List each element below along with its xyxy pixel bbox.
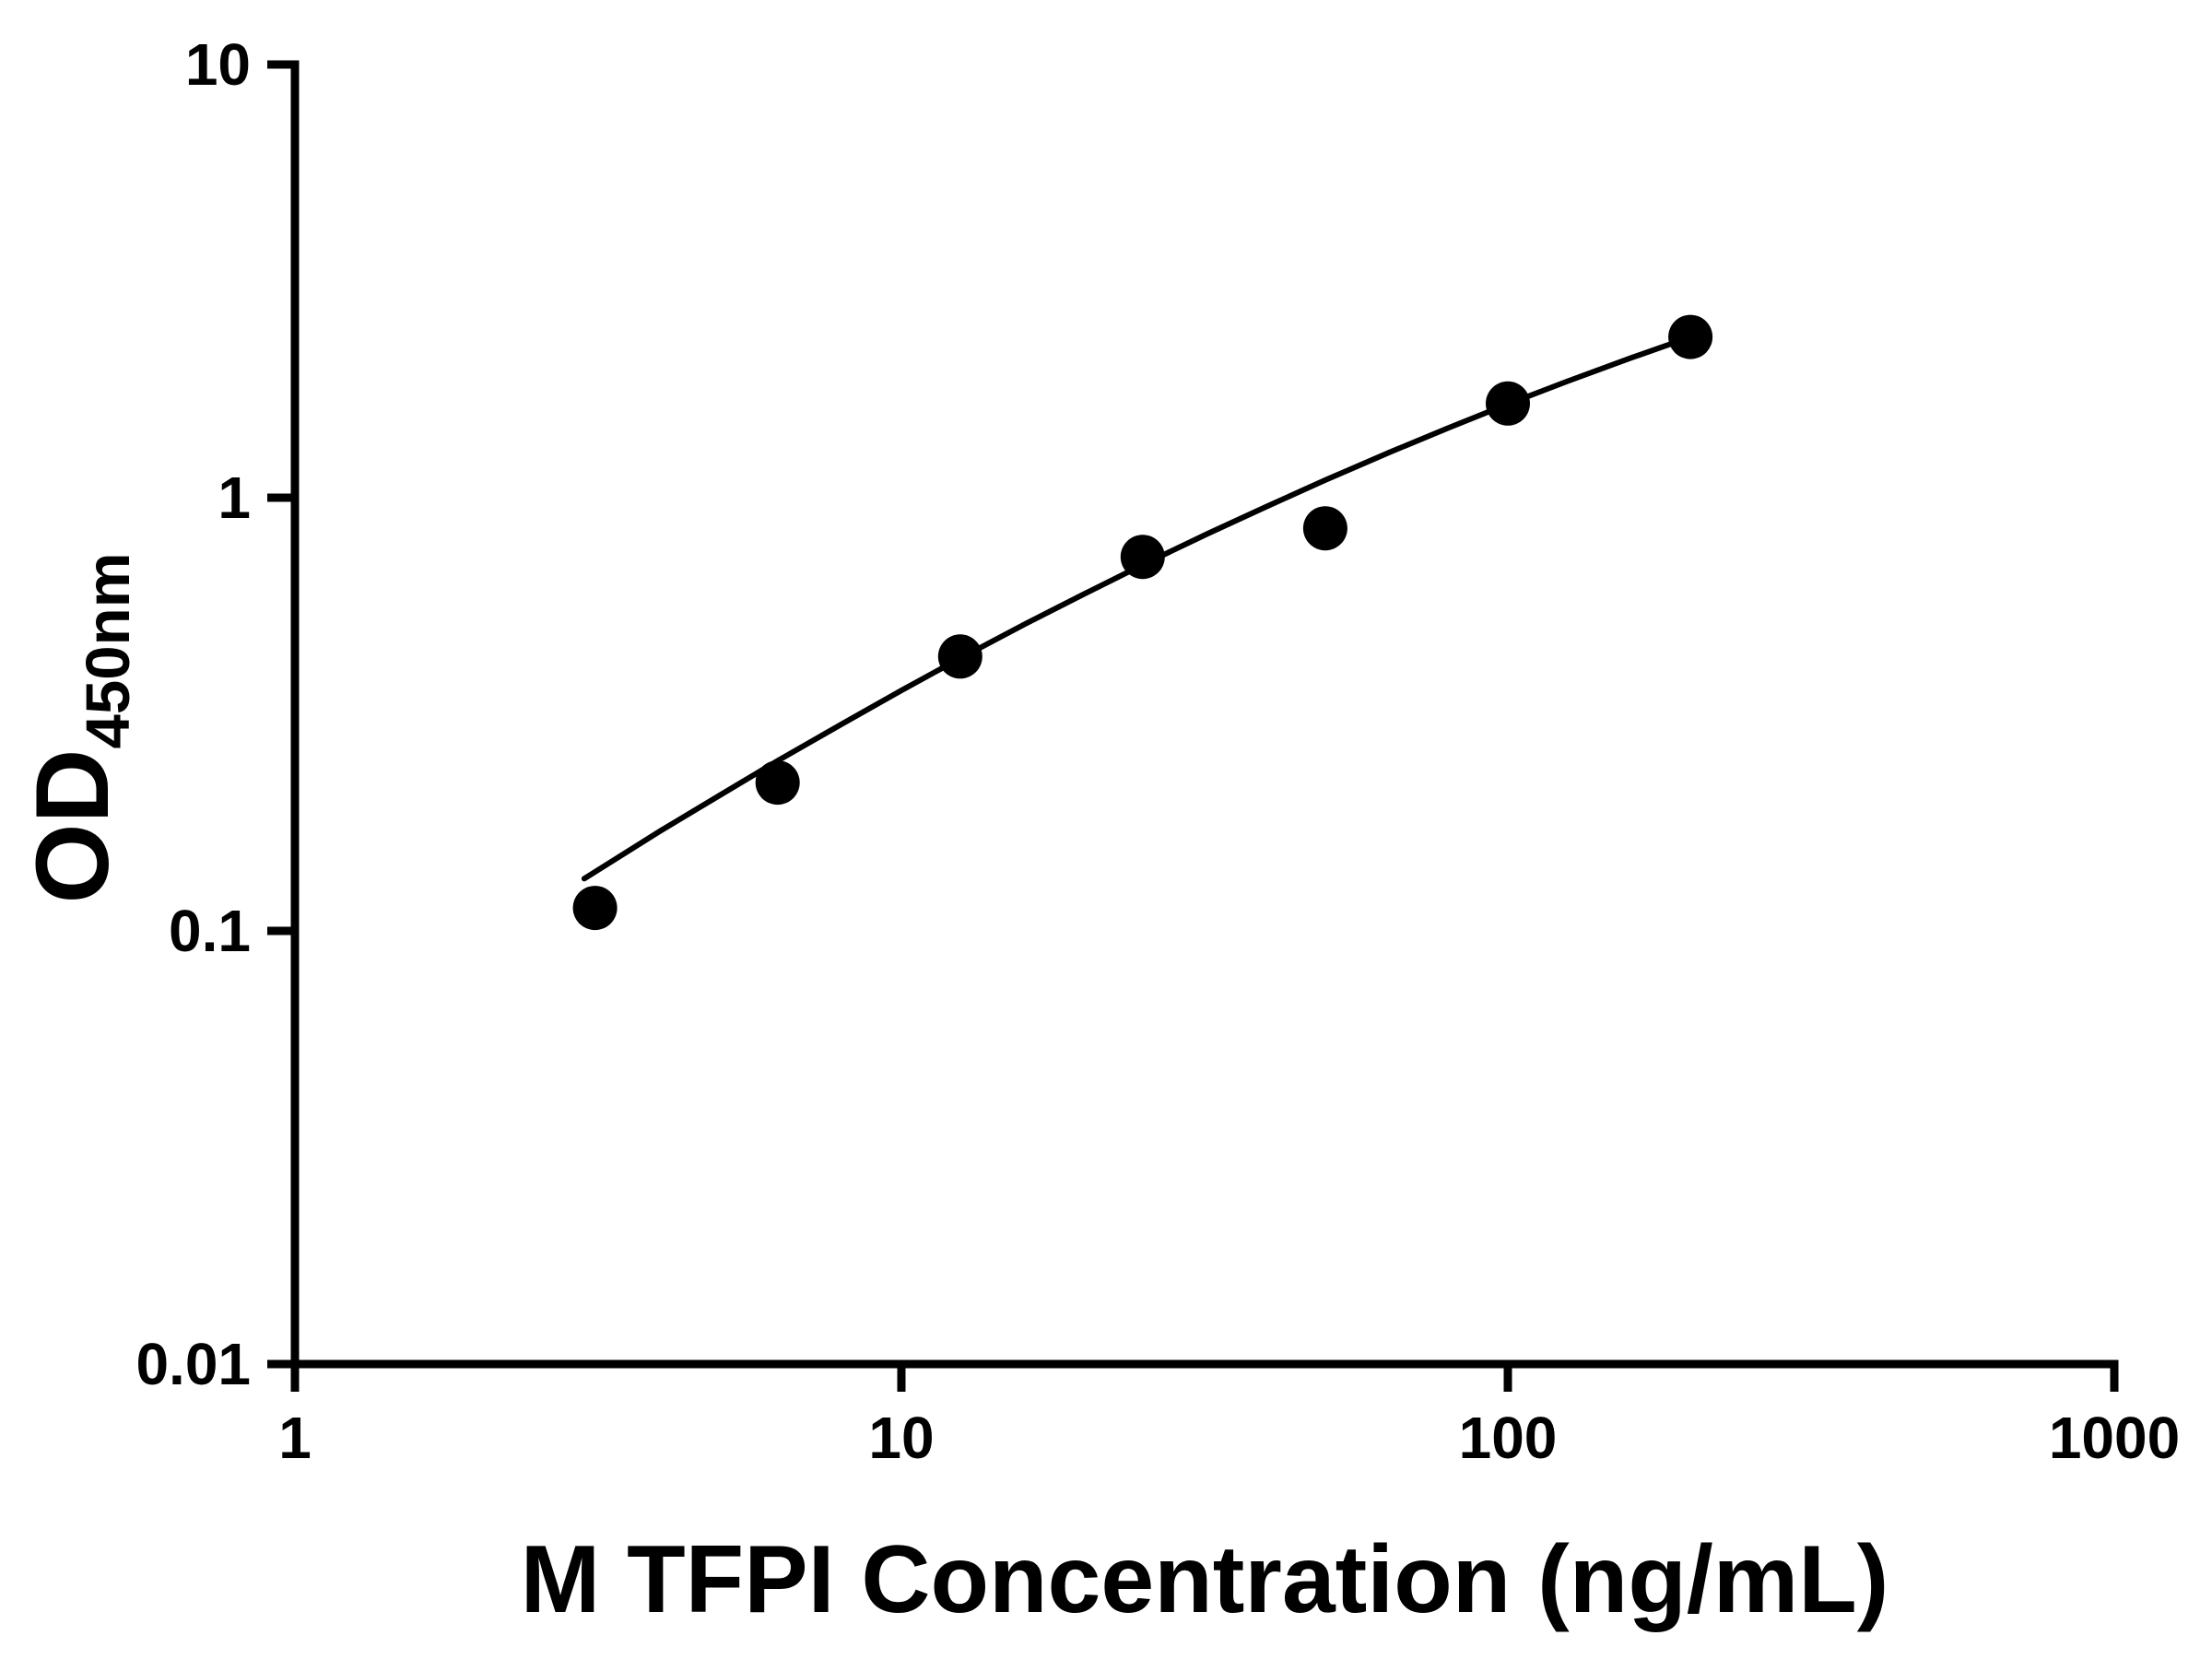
data-point: [755, 760, 800, 806]
fit-curve: [581, 334, 1694, 882]
y-tick-label: 10: [185, 31, 251, 98]
data-point: [572, 886, 618, 931]
y-tick-label: 0.1: [169, 898, 251, 964]
y-axis-title-main: OD: [14, 748, 130, 904]
x-tick-label: 1: [278, 1405, 312, 1471]
x-tick-label: 10: [868, 1405, 934, 1471]
y-tick-label: 0.01: [135, 1331, 251, 1397]
data-point: [1302, 506, 1347, 551]
data-point: [937, 634, 982, 679]
y-tick-label: 1: [218, 465, 251, 531]
data-point: [1120, 535, 1165, 580]
data-point: [1486, 381, 1530, 426]
axis-lines: [290, 60, 2119, 1369]
x-tick-label: 100: [1459, 1405, 1558, 1471]
x-tick-label: 1000: [2049, 1405, 2180, 1471]
data-point: [1668, 314, 1713, 359]
y-axis-title: OD450nm: [13, 553, 144, 904]
x-axis-title: M TFPI Concentration (ng/mL): [520, 1526, 1889, 1633]
y-axis-title-sub: 450nm: [74, 552, 144, 749]
